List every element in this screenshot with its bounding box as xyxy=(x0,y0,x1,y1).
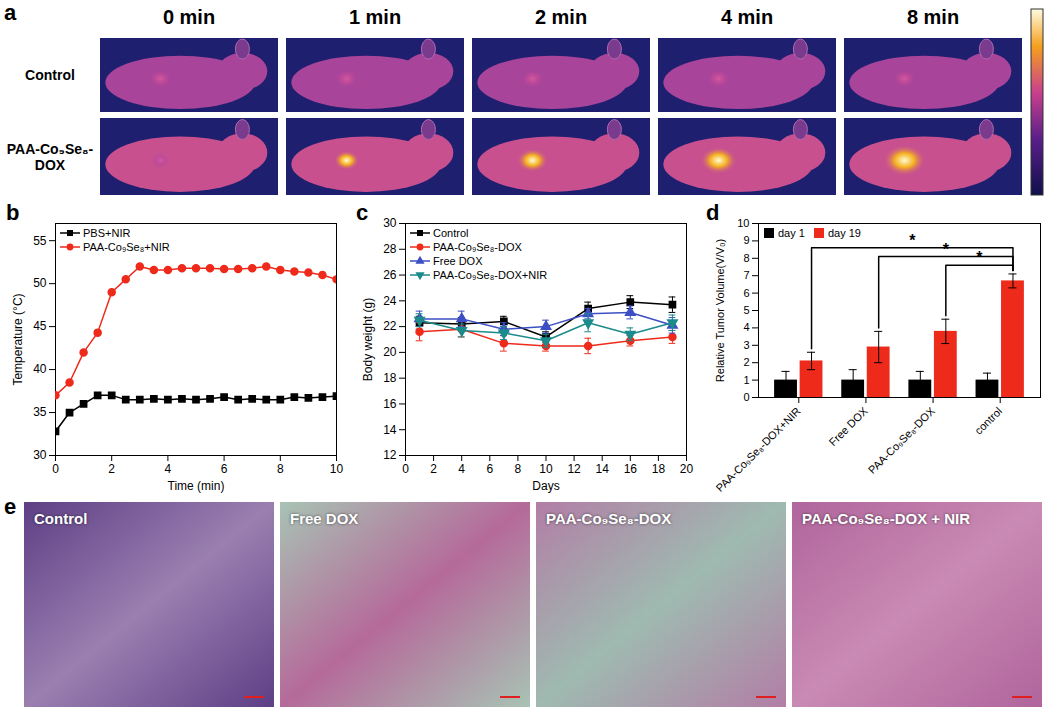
svg-text:Days: Days xyxy=(532,479,559,493)
svg-text:2: 2 xyxy=(108,462,115,476)
svg-text:Temperature (°C): Temperature (°C) xyxy=(11,293,25,385)
svg-text:35: 35 xyxy=(33,405,47,419)
svg-text:PAA-Co₉Se₈-DOX+NIR: PAA-Co₉Se₈-DOX+NIR xyxy=(713,405,802,494)
svg-text:2: 2 xyxy=(430,462,437,476)
svg-text:28: 28 xyxy=(383,242,397,256)
html-text:Free DOX: Free DOX xyxy=(290,510,359,527)
svg-text:0: 0 xyxy=(402,462,409,476)
svg-text:18: 18 xyxy=(652,462,666,476)
html-text:1 min: 1 min xyxy=(348,6,402,28)
svg-text:16: 16 xyxy=(383,397,397,411)
svg-text:PAA-Co₉Se₈-DOX: PAA-Co₉Se₈-DOX xyxy=(866,404,938,476)
svg-text:8: 8 xyxy=(277,462,284,476)
svg-text:14: 14 xyxy=(383,423,397,437)
html-text:a: a xyxy=(4,0,17,25)
svg-text:6: 6 xyxy=(221,462,228,476)
svg-text:4: 4 xyxy=(743,321,749,333)
svg-text:30: 30 xyxy=(383,216,397,230)
svg-text:0: 0 xyxy=(743,391,749,403)
svg-text:10: 10 xyxy=(737,217,749,229)
svg-text:22: 22 xyxy=(383,319,397,333)
svg-text:4: 4 xyxy=(458,462,465,476)
html-text:PAA-Co₉Se₈-DOX+NIR: PAA-Co₉Se₈-DOX+NIR xyxy=(433,269,548,281)
html-text:8 min: 8 min xyxy=(906,6,960,28)
html-text:PAA-Co₉Se₈+NIR: PAA-Co₉Se₈+NIR xyxy=(83,241,170,253)
html-text:e: e xyxy=(4,494,17,519)
html-text:b: b xyxy=(6,200,20,225)
html-text:PAA-Co₉Se₈-DOX: PAA-Co₉Se₈-DOX xyxy=(546,510,672,527)
svg-text:24: 24 xyxy=(383,294,397,308)
svg-text:16: 16 xyxy=(624,462,638,476)
svg-text:18: 18 xyxy=(383,371,397,385)
html-text:day 1: day 1 xyxy=(778,227,805,239)
svg-text:control: control xyxy=(972,405,1004,437)
html-text:Control: Control xyxy=(25,67,75,83)
svg-text:30: 30 xyxy=(33,448,47,462)
html-text:PAA-Co₉Se₈-DOX: PAA-Co₉Se₈-DOX xyxy=(6,140,94,173)
html-text:0 min: 0 min xyxy=(162,6,216,28)
svg-text:9: 9 xyxy=(743,234,749,246)
svg-text:8: 8 xyxy=(515,462,522,476)
svg-text:55: 55 xyxy=(33,234,47,248)
svg-text:50: 50 xyxy=(33,276,47,290)
svg-text:10: 10 xyxy=(330,462,344,476)
svg-text:20: 20 xyxy=(680,462,694,476)
html-text:day 19: day 19 xyxy=(827,227,861,239)
svg-text:1: 1 xyxy=(743,374,749,386)
svg-text:Free DOX: Free DOX xyxy=(826,404,870,448)
html-text:PBS+NIR: PBS+NIR xyxy=(83,227,131,239)
svg-text:*: * xyxy=(976,249,983,266)
svg-text:3: 3 xyxy=(743,339,749,351)
svg-text:40: 40 xyxy=(33,362,47,376)
svg-text:0: 0 xyxy=(52,462,59,476)
svg-text:*: * xyxy=(909,232,916,249)
svg-text:10: 10 xyxy=(539,462,553,476)
svg-text:*: * xyxy=(943,241,950,258)
svg-text:6: 6 xyxy=(743,287,749,299)
svg-text:14: 14 xyxy=(596,462,610,476)
html-text:Free DOX: Free DOX xyxy=(433,255,483,267)
svg-text:Time (min): Time (min) xyxy=(168,479,225,493)
svg-text:20: 20 xyxy=(383,345,397,359)
svg-text:2: 2 xyxy=(743,356,749,368)
svg-text:12: 12 xyxy=(383,448,397,462)
html-text:c: c xyxy=(356,200,369,225)
svg-text:26: 26 xyxy=(383,268,397,282)
html-text:PAA-Co₉Se₈-DOX: PAA-Co₉Se₈-DOX xyxy=(433,241,522,253)
svg-text:6: 6 xyxy=(486,462,493,476)
html-text:PAA-Co₉Se₈-DOX + NIR: PAA-Co₉Se₈-DOX + NIR xyxy=(802,510,971,527)
svg-text:5: 5 xyxy=(743,304,749,316)
html-text:d: d xyxy=(706,200,720,225)
svg-text:Relative Tumor Volume(V/V₀): Relative Tumor Volume(V/V₀) xyxy=(714,239,726,382)
svg-text:4: 4 xyxy=(165,462,172,476)
html-text:Control: Control xyxy=(433,227,469,239)
svg-text:Body weight (g): Body weight (g) xyxy=(361,298,375,381)
html-text:4 min: 4 min xyxy=(720,6,774,28)
svg-text:7: 7 xyxy=(743,269,749,281)
html-text:Control: Control xyxy=(34,510,88,527)
svg-text:45: 45 xyxy=(33,319,47,333)
svg-text:12: 12 xyxy=(567,462,581,476)
html-text:2 min: 2 min xyxy=(534,6,588,28)
svg-text:8: 8 xyxy=(743,252,749,264)
